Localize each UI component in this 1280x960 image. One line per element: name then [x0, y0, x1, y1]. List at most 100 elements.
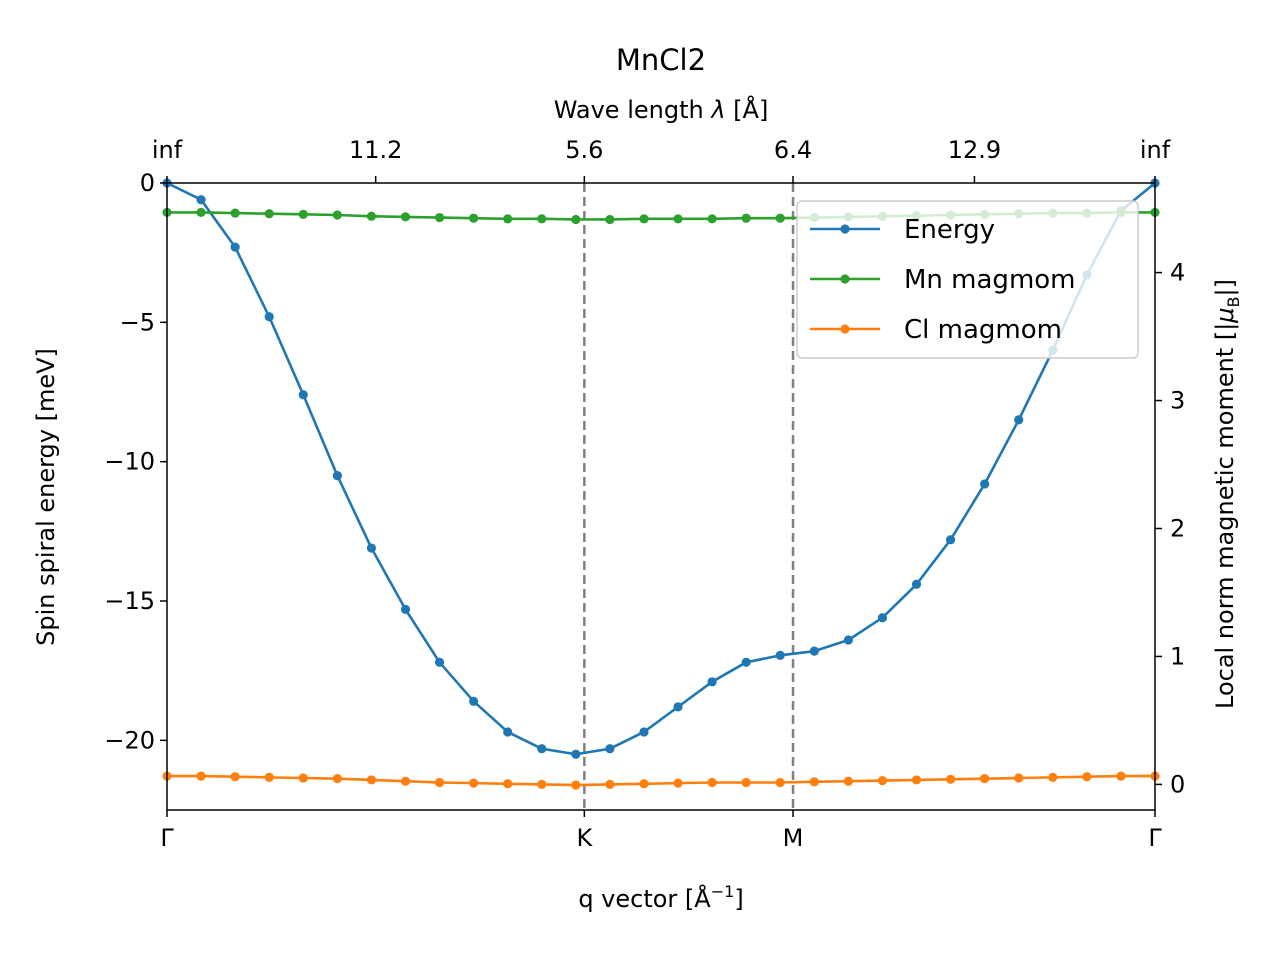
bottom-x-tick-label: Γ	[1148, 824, 1162, 852]
mn-magmom-point	[264, 209, 274, 219]
energy-point	[639, 727, 649, 737]
left-y-tick-label: −15	[104, 587, 155, 615]
mn-magmom-point	[332, 210, 342, 220]
energy-point	[503, 727, 513, 737]
right-y-tick-label: 4	[1170, 259, 1185, 287]
energy-point	[230, 242, 240, 252]
mn-magmom-point	[741, 213, 751, 223]
plot-frame	[166, 182, 1156, 811]
left-y-tick-label: 0	[140, 169, 155, 197]
mn-magmom-point	[503, 214, 513, 224]
cl-magmom-point	[980, 774, 990, 784]
right-y-tick-label: 1	[1170, 642, 1185, 670]
legend-swatch-marker	[840, 324, 850, 334]
cl-magmom-point	[809, 777, 819, 787]
mn-magmom-point	[673, 214, 683, 224]
cl-magmom-point	[673, 778, 683, 788]
reference-lines	[583, 183, 795, 810]
mn-magmom-point	[707, 214, 717, 224]
left-y-axis-label: Spin spiral energy [meV]	[32, 348, 60, 646]
cl-magmom-point	[537, 779, 547, 790]
legend-swatch-marker	[840, 224, 850, 234]
cl-magmom-point	[332, 774, 342, 784]
cl-magmom-point	[366, 775, 377, 785]
cl-magmom-line	[167, 774, 1155, 787]
mn-magmom-point	[366, 211, 377, 221]
legend-label: Mn magmom	[904, 265, 1076, 295]
legend-swatch-marker	[840, 274, 850, 284]
cl-magmom-point	[707, 777, 717, 788]
left-y-tick-label: −10	[104, 448, 155, 476]
energy-point	[264, 312, 274, 322]
energy-point	[196, 195, 206, 205]
energy-point	[1014, 415, 1024, 425]
legend: Energy Mn magmom Cl magmom	[796, 200, 1139, 359]
top-x-tick-label: 5.6	[565, 136, 603, 164]
cl-magmom-point	[945, 774, 956, 784]
plot-series	[162, 178, 1160, 790]
legend-label: Energy	[904, 215, 995, 245]
cl-magmom-point	[1116, 771, 1126, 781]
right-y-tick-label: 0	[1170, 770, 1185, 798]
top-x-tick-label: inf	[1140, 136, 1171, 164]
energy-point	[707, 677, 717, 687]
mn-magmom-point	[639, 214, 649, 224]
cl-magmom-point	[877, 775, 888, 786]
energy-line	[166, 181, 1156, 756]
mn-magmom-point	[196, 207, 206, 218]
cl-magmom-point	[264, 772, 274, 782]
energy-point	[945, 535, 956, 545]
mn-magmom-point	[400, 212, 411, 222]
legend-label: Cl magmom	[904, 315, 1062, 345]
energy-point	[366, 543, 377, 553]
cl-magmom-point	[843, 776, 853, 786]
x-axis-label: q vector [Å−1]	[578, 882, 743, 913]
cl-magmom-point	[1082, 772, 1092, 782]
cl-magmom-point	[503, 779, 513, 789]
bottom-x-tick-label: Γ	[160, 824, 174, 852]
right-y-tick-label: 2	[1170, 514, 1185, 542]
cl-magmom-point	[196, 771, 206, 781]
right-y-axis: 0 1 2 3 4	[1155, 259, 1185, 798]
mn-magmom-point	[298, 209, 308, 219]
energy-point	[980, 479, 990, 489]
energy-point	[673, 702, 683, 712]
left-y-tick-label: −5	[120, 308, 155, 336]
right-y-axis-label: Local norm magnetic moment [|μB|]	[1211, 279, 1243, 709]
mn-magmom-point	[469, 213, 479, 223]
mn-magmom-point	[605, 214, 615, 225]
cl-magmom-point	[639, 779, 649, 789]
cl-magmom-point	[911, 775, 922, 785]
mn-magmom-point	[434, 212, 445, 223]
top-x-tick-label: 12.9	[948, 136, 1001, 164]
cl-magmom-point	[469, 778, 479, 788]
energy-point	[434, 657, 445, 667]
bottom-x-tick-label: M	[783, 824, 804, 852]
cl-magmom-point	[230, 772, 240, 782]
energy-point	[469, 696, 479, 706]
energy-point	[332, 471, 342, 481]
bottom-x-tick-label: K	[576, 824, 593, 852]
energy-point	[400, 604, 411, 614]
cl-magmom-point	[571, 780, 581, 790]
top-x-axis: inf 11.2 5.6 6.4 12.9 inf	[152, 136, 1171, 183]
cl-magmom-point	[1014, 773, 1024, 783]
cl-magmom-point	[434, 777, 445, 788]
cl-magmom-point	[1048, 772, 1058, 782]
cl-magmom-point	[605, 779, 615, 790]
cl-magmom-point	[741, 777, 751, 788]
energy-point	[877, 613, 888, 623]
energy-point	[741, 657, 751, 667]
top-x-axis-label: Wave length λ [Å]	[554, 95, 769, 124]
cl-magmom-point	[775, 777, 785, 788]
energy-point	[571, 749, 581, 759]
energy-point	[537, 744, 547, 754]
right-y-tick-label: 3	[1170, 387, 1185, 415]
mn-magmom-point	[775, 213, 785, 223]
cl-magmom-point	[298, 773, 308, 783]
top-x-tick-label: 11.2	[349, 136, 402, 164]
cl-magmom-point	[400, 776, 411, 786]
